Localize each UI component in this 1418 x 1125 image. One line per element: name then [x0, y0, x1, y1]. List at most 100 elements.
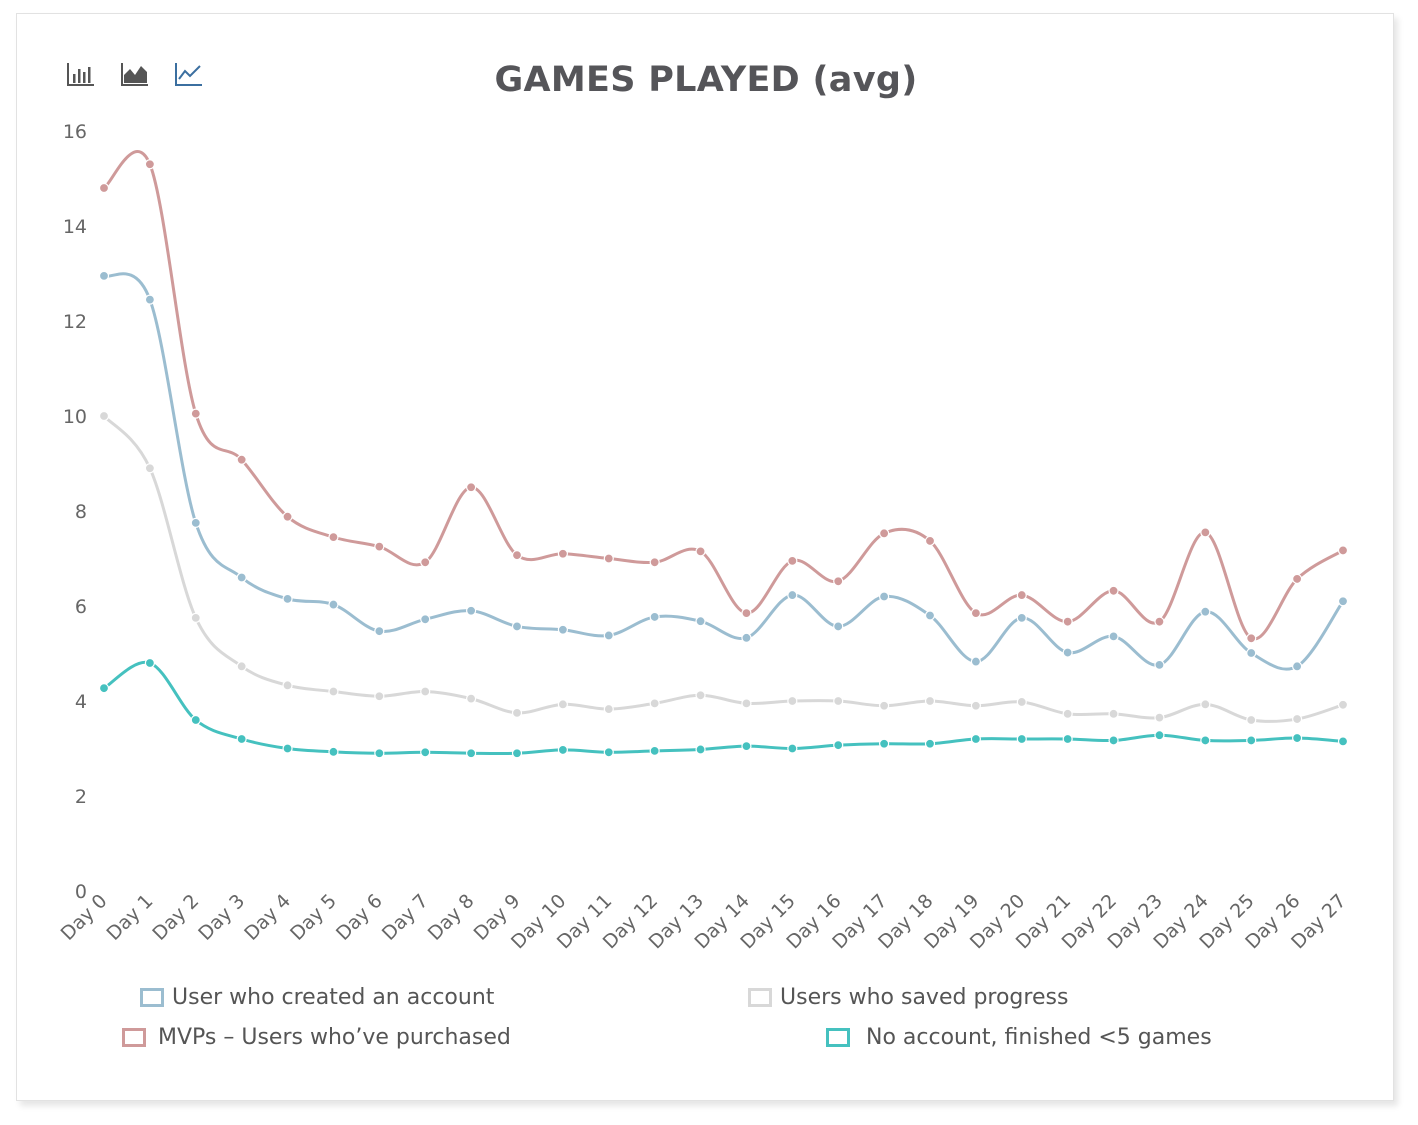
data-point[interactable] — [282, 593, 293, 604]
data-point[interactable] — [1062, 616, 1073, 627]
data-point[interactable] — [1108, 735, 1119, 746]
data-point[interactable] — [695, 690, 706, 701]
legend-item[interactable]: User who created an account — [140, 985, 494, 1010]
data-point[interactable] — [741, 632, 752, 643]
data-point[interactable] — [98, 270, 110, 281]
data-point[interactable] — [190, 612, 201, 623]
data-point[interactable] — [1246, 633, 1257, 644]
data-point[interactable] — [970, 656, 981, 667]
data-point[interactable] — [1016, 612, 1027, 623]
data-point[interactable] — [557, 744, 568, 756]
data-point[interactable] — [879, 591, 890, 602]
data-point[interactable] — [695, 546, 706, 557]
data-point[interactable] — [1108, 708, 1119, 719]
data-point[interactable] — [328, 746, 339, 757]
data-point[interactable] — [879, 700, 890, 711]
data-point[interactable] — [190, 714, 201, 726]
data-point[interactable] — [695, 744, 706, 755]
data-point[interactable] — [328, 599, 339, 610]
data-point[interactable] — [374, 748, 385, 759]
data-point[interactable] — [1062, 708, 1073, 719]
data-point[interactable] — [190, 408, 201, 419]
data-point[interactable] — [787, 589, 798, 601]
data-point[interactable] — [741, 608, 752, 619]
data-point[interactable] — [970, 608, 981, 619]
data-point[interactable] — [374, 541, 385, 552]
data-point[interactable] — [879, 738, 890, 749]
data-point[interactable] — [1292, 573, 1303, 585]
data-point[interactable] — [833, 695, 844, 707]
legend-item[interactable]: Users who saved progress — [748, 985, 1068, 1010]
data-point[interactable] — [1108, 585, 1119, 596]
data-point[interactable] — [603, 703, 614, 715]
data-point[interactable] — [695, 616, 706, 627]
data-point[interactable] — [649, 557, 660, 568]
data-point[interactable] — [833, 740, 844, 751]
data-point[interactable] — [603, 747, 614, 758]
data-point[interactable] — [924, 610, 936, 621]
data-point[interactable] — [970, 700, 981, 711]
data-point[interactable] — [236, 661, 247, 672]
data-point[interactable] — [649, 611, 660, 623]
data-point[interactable] — [466, 693, 477, 704]
data-point[interactable] — [1246, 714, 1257, 726]
data-point[interactable] — [1200, 699, 1211, 710]
data-point[interactable] — [98, 683, 110, 694]
data-point[interactable] — [1062, 733, 1073, 745]
data-point[interactable] — [466, 482, 477, 493]
data-point[interactable] — [970, 733, 981, 745]
data-point[interactable] — [1337, 736, 1349, 747]
data-point[interactable] — [1154, 712, 1165, 723]
area-chart-button[interactable] — [119, 60, 151, 88]
data-point[interactable] — [787, 743, 798, 754]
data-point[interactable] — [1200, 735, 1211, 746]
data-point[interactable] — [282, 743, 293, 754]
data-point[interactable] — [1016, 589, 1027, 601]
data-point[interactable] — [1154, 659, 1165, 671]
data-point[interactable] — [511, 748, 523, 759]
data-point[interactable] — [1200, 527, 1211, 538]
data-point[interactable] — [98, 410, 110, 422]
data-point[interactable] — [833, 576, 844, 587]
data-point[interactable] — [879, 528, 890, 539]
data-point[interactable] — [511, 550, 523, 561]
data-point[interactable] — [1200, 606, 1211, 617]
data-point[interactable] — [1016, 696, 1027, 708]
data-point[interactable] — [420, 686, 431, 697]
data-point[interactable] — [236, 733, 247, 745]
legend-item[interactable]: No account, finished <5 games — [826, 1025, 1212, 1050]
data-point[interactable] — [144, 159, 155, 170]
data-point[interactable] — [1062, 647, 1073, 658]
data-point[interactable] — [649, 745, 660, 756]
data-point[interactable] — [1337, 596, 1349, 607]
data-point[interactable] — [1292, 661, 1303, 672]
data-point[interactable] — [374, 626, 385, 637]
data-point[interactable] — [420, 614, 431, 625]
data-point[interactable] — [236, 454, 247, 465]
data-point[interactable] — [557, 548, 568, 559]
data-point[interactable] — [1108, 631, 1119, 642]
data-point[interactable] — [1154, 616, 1165, 627]
legend-item[interactable]: MVPs – Users who’ve purchased — [122, 1025, 511, 1050]
data-point[interactable] — [649, 698, 660, 709]
data-point[interactable] — [420, 747, 431, 758]
data-point[interactable] — [282, 511, 293, 522]
data-point[interactable] — [328, 532, 339, 543]
data-point[interactable] — [741, 741, 752, 752]
data-point[interactable] — [787, 695, 798, 707]
data-point[interactable] — [557, 699, 568, 710]
data-point[interactable] — [144, 657, 155, 669]
data-point[interactable] — [1337, 699, 1349, 710]
data-point[interactable] — [511, 621, 523, 632]
data-point[interactable] — [1337, 545, 1349, 556]
bar-chart-button[interactable] — [65, 60, 97, 88]
data-point[interactable] — [420, 557, 431, 568]
data-point[interactable] — [924, 535, 936, 547]
data-point[interactable] — [1246, 735, 1257, 746]
data-point[interactable] — [144, 294, 155, 305]
data-point[interactable] — [190, 517, 201, 528]
data-point[interactable] — [466, 748, 477, 759]
data-point[interactable] — [328, 686, 339, 697]
data-point[interactable] — [741, 698, 752, 709]
line-chart-button[interactable] — [173, 60, 205, 88]
